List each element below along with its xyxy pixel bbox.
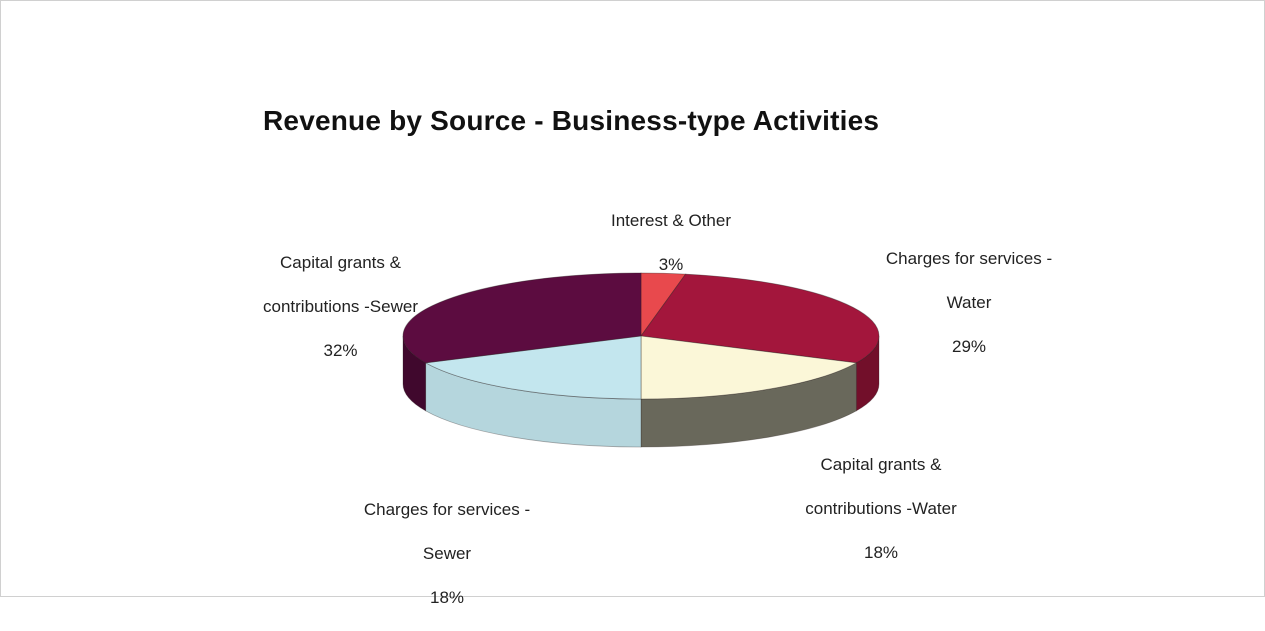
label-interest-other: Interest & Other 3% xyxy=(591,188,751,298)
chart-title: Revenue by Source - Business-type Activi… xyxy=(263,105,880,136)
pie-chart xyxy=(402,272,880,448)
label-capital-water-line1: Capital grants & xyxy=(820,455,942,474)
label-capital-sewer: Capital grants & contributions -Sewer 32… xyxy=(243,230,438,384)
label-capital-water-line2: contributions -Water xyxy=(805,499,957,518)
label-charges-sewer-pct: 18% xyxy=(429,588,465,607)
pie-slice-charges-for-services-sewer xyxy=(424,335,642,400)
label-charges-sewer-line1: Charges for services - xyxy=(363,500,531,519)
label-interest-other-text: Interest & Other xyxy=(611,211,731,230)
label-charges-water-line1: Charges for services - xyxy=(885,249,1053,268)
label-capital-sewer-line2: contributions -Sewer xyxy=(263,297,418,316)
pie-slice-charges-for-services-water xyxy=(640,273,880,364)
pie-side-walls xyxy=(402,335,880,448)
pie-slice-capital-grants-contributions-sewer xyxy=(402,272,642,364)
pie-top-faces xyxy=(402,272,880,400)
pie-slice-capital-grants-contributions-water xyxy=(640,335,858,400)
label-charges-sewer-line2: Sewer xyxy=(422,544,472,563)
chart-frame: Revenue by Source - Business-type Activi… xyxy=(0,0,1265,607)
label-capital-water-pct: 18% xyxy=(863,543,899,562)
label-charges-water-pct: 29% xyxy=(951,337,987,356)
pie-slice-interest-other xyxy=(640,272,687,338)
label-capital-sewer-pct: 32% xyxy=(323,341,358,360)
label-interest-other-pct: 3% xyxy=(658,255,684,274)
label-charges-water-line2: Water xyxy=(946,293,992,312)
label-charges-water: Charges for services - Water 29% xyxy=(849,226,1089,380)
label-capital-sewer-line1: Capital grants & xyxy=(280,253,401,272)
label-charges-sewer: Charges for services - Sewer 18% xyxy=(327,477,567,631)
label-capital-water: Capital grants & contributions -Water 18… xyxy=(771,432,991,586)
